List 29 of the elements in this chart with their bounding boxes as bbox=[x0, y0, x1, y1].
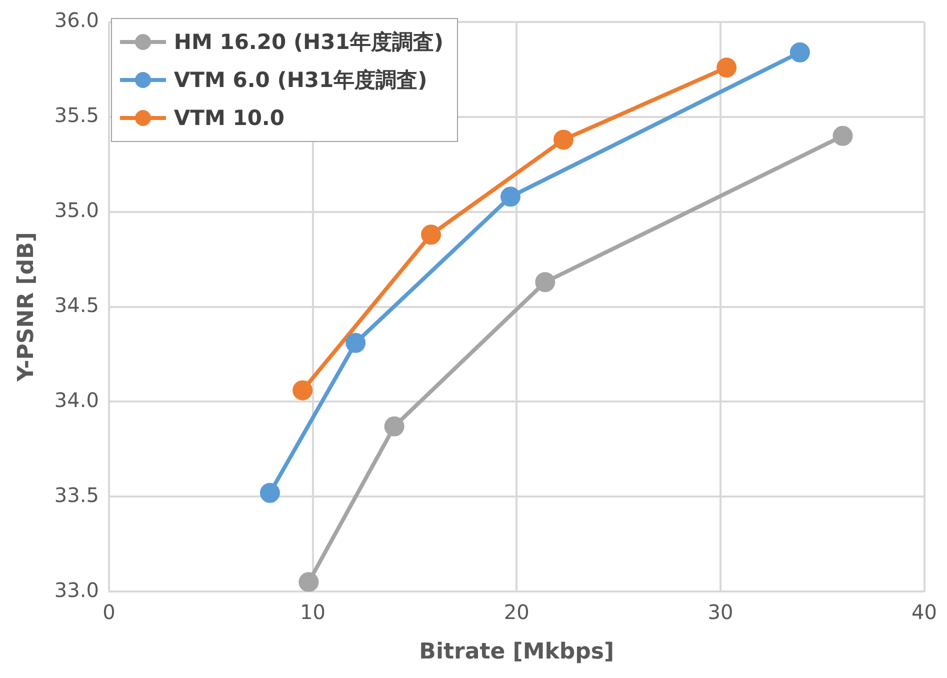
y-tick-label: 36.0 bbox=[54, 8, 99, 32]
y-tick-label: 35.0 bbox=[54, 198, 99, 222]
point bbox=[535, 272, 556, 292]
legend-label: HM 16.20 (H31年度調査) bbox=[174, 29, 444, 56]
x-tick-label: 30 bbox=[708, 600, 734, 624]
y-tick-label: 33.0 bbox=[54, 578, 99, 602]
x-tick-label: 10 bbox=[300, 600, 326, 624]
y-axis-title: Y-PSNR [dB] bbox=[14, 232, 39, 383]
legend-label: VTM 6.0 (H31年度調査) bbox=[174, 67, 428, 94]
point bbox=[790, 42, 810, 62]
x-tick-label: 20 bbox=[504, 600, 530, 624]
point bbox=[384, 416, 404, 436]
point bbox=[832, 126, 853, 146]
point bbox=[292, 380, 313, 400]
point bbox=[420, 224, 441, 245]
legend-label: VTM 10.0 bbox=[174, 106, 285, 130]
y-tick-label: 34.0 bbox=[54, 388, 99, 412]
y-tick-label: 35.5 bbox=[54, 103, 99, 128]
point bbox=[716, 58, 737, 78]
point bbox=[298, 572, 319, 592]
point bbox=[346, 332, 366, 353]
point bbox=[260, 482, 280, 503]
x-axis-title: Bitrate [Mkbps] bbox=[419, 640, 614, 665]
y-tick-label: 34.5 bbox=[54, 293, 99, 318]
x-tick-label: 40 bbox=[912, 600, 937, 624]
point bbox=[500, 186, 520, 207]
x-tick-label: 0 bbox=[102, 600, 116, 624]
y-tick-label: 33.5 bbox=[54, 482, 99, 507]
point bbox=[553, 130, 574, 150]
